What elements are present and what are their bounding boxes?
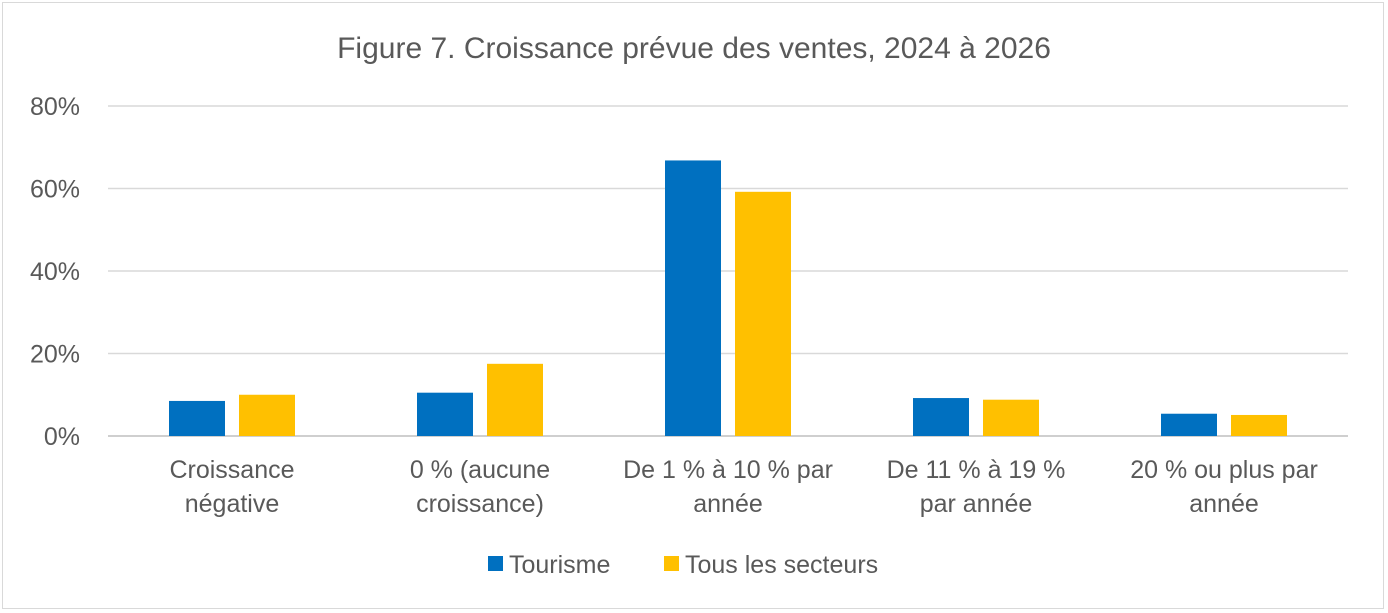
y-tick-label: 0% bbox=[44, 423, 80, 451]
bars bbox=[169, 160, 1287, 436]
bar-tous-les-secteurs bbox=[1231, 414, 1287, 436]
chart-title: Figure 7. Croissance prévue des ventes, … bbox=[337, 32, 1051, 65]
legend-label: Tourisme bbox=[509, 551, 610, 579]
bar-tourisme bbox=[417, 392, 473, 436]
x-category-label: 0 % (aucune croissance) bbox=[410, 456, 550, 518]
x-category-label: Croissance négative bbox=[169, 456, 294, 518]
bar-tourisme bbox=[1161, 413, 1217, 436]
bar-tous-les-secteurs bbox=[239, 394, 295, 436]
x-category-label: De 11 % à 19 % par année bbox=[887, 456, 1066, 518]
x-category-label: De 1 % à 10 % par année bbox=[623, 456, 833, 518]
bar-tous-les-secteurs bbox=[735, 191, 791, 436]
y-tick-label: 40% bbox=[30, 258, 80, 286]
y-tick-label: 80% bbox=[30, 93, 80, 121]
legend: Tourisme Tous les secteurs bbox=[488, 551, 878, 579]
legend-label: Tous les secteurs bbox=[685, 551, 878, 579]
y-tick-label: 60% bbox=[30, 176, 80, 204]
bar-tous-les-secteurs bbox=[487, 363, 543, 436]
x-axis-categories: Croissance négative 0 % (aucune croissance)… bbox=[169, 456, 1317, 518]
legend-swatch bbox=[664, 556, 679, 571]
legend-swatch bbox=[488, 556, 503, 571]
bar-tourisme bbox=[913, 398, 969, 436]
gridlines bbox=[108, 105, 1348, 437]
bar-tourisme bbox=[665, 160, 721, 436]
bar-tous-les-secteurs bbox=[983, 399, 1039, 436]
bar-tourisme bbox=[169, 400, 225, 436]
y-tick-label: 20% bbox=[30, 341, 80, 369]
x-category-label: 20 % ou plus par année bbox=[1130, 456, 1318, 518]
y-axis-ticks: 0% 20% 40% 60% 80% bbox=[30, 93, 80, 451]
